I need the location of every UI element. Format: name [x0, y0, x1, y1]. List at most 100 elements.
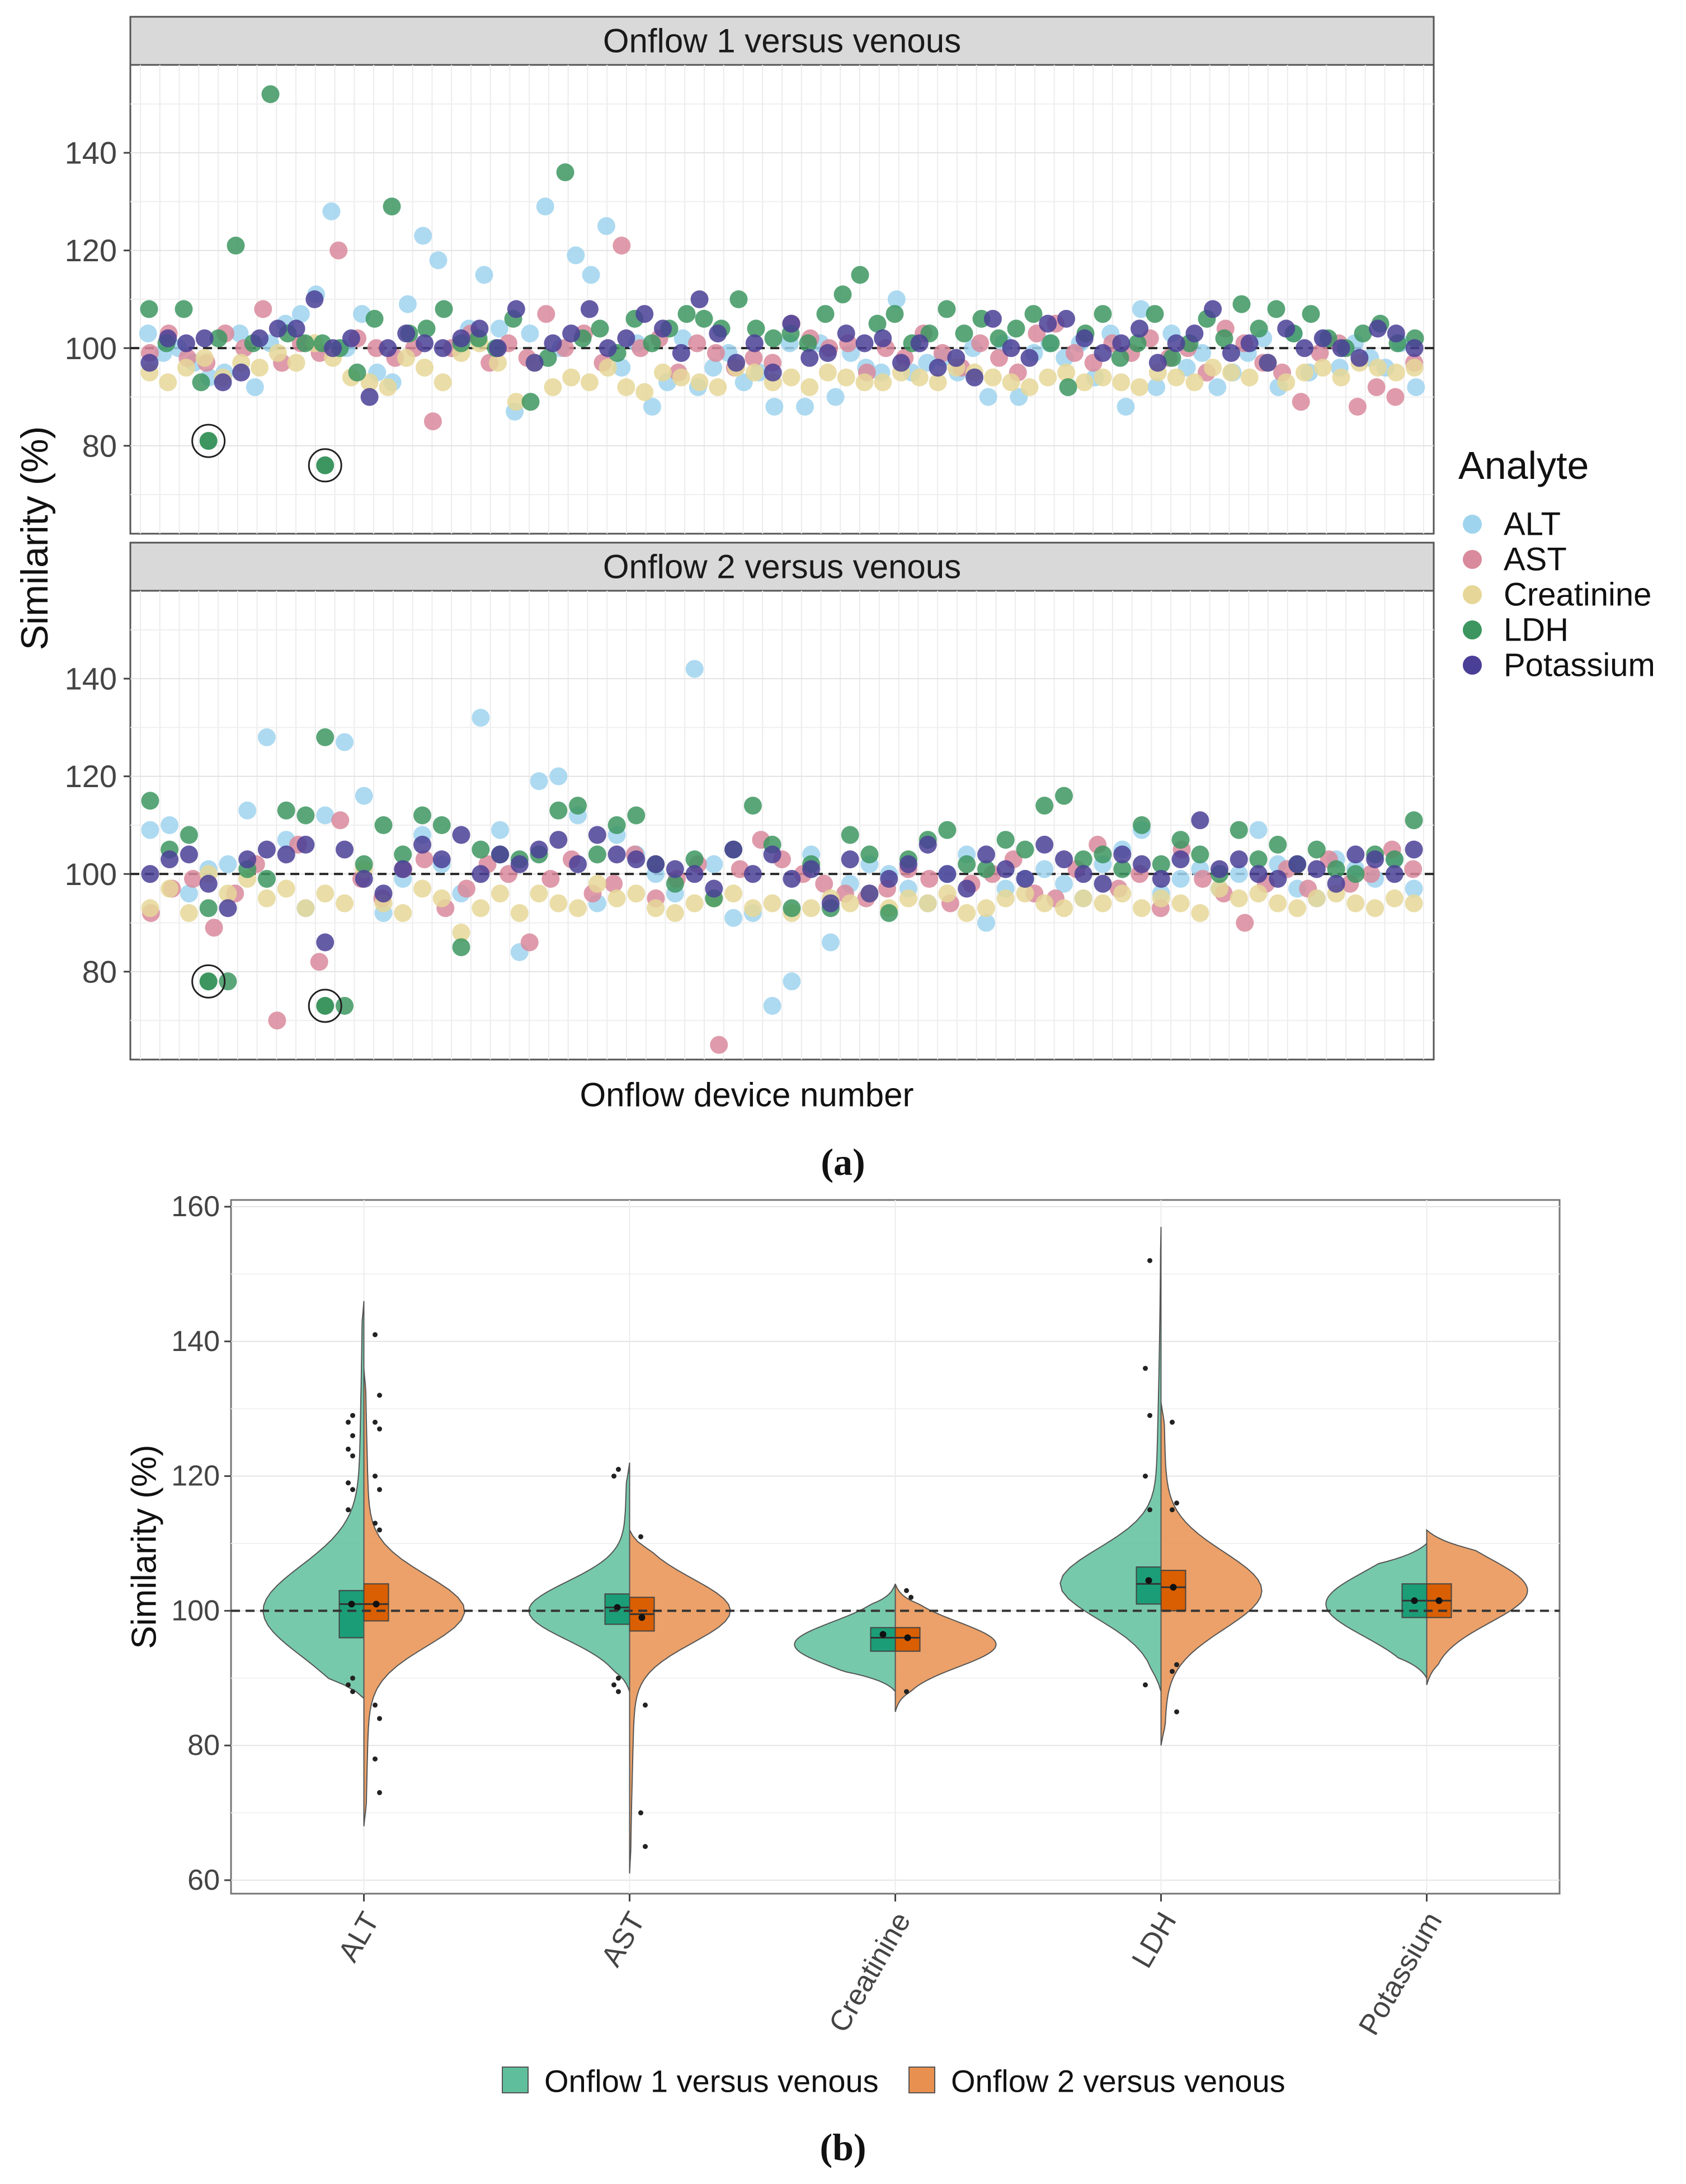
outlier-point	[616, 1467, 621, 1472]
point-creatinine	[599, 359, 617, 377]
y-tick-label: 120	[65, 233, 117, 268]
point-alt	[180, 884, 198, 903]
point-ldh	[417, 319, 436, 338]
mean-point	[1170, 1584, 1177, 1591]
point-ldh	[1111, 349, 1129, 367]
point-potassium	[627, 850, 646, 869]
outlier-point	[350, 1413, 355, 1418]
point-ldh	[1269, 835, 1287, 854]
point-ast	[1386, 388, 1405, 406]
point-potassium	[549, 831, 568, 849]
point-creatinine	[1385, 889, 1404, 907]
point-ldh	[1230, 821, 1248, 839]
point-ast	[707, 344, 725, 362]
outlier-point	[1170, 1419, 1175, 1425]
point-ast	[520, 933, 539, 952]
point-alt	[536, 197, 554, 216]
point-potassium	[1094, 874, 1112, 893]
point-creatinine	[763, 894, 781, 912]
point-alt	[257, 728, 276, 746]
point-ldh	[569, 797, 587, 815]
circled-point-ring	[308, 448, 342, 483]
point-ast	[423, 412, 442, 431]
point-creatinine	[1074, 889, 1092, 907]
violin-half-creatinine-onflow2	[894, 1583, 997, 1712]
point-potassium	[489, 339, 507, 357]
gridlines	[130, 591, 1434, 1060]
outlier-point	[908, 1594, 913, 1600]
point-potassium	[919, 835, 937, 854]
point-potassium	[1133, 855, 1151, 873]
point-potassium	[1385, 865, 1404, 883]
facet-onflow2: Onflow 2 versus venous 80 100 120 140	[65, 542, 1435, 1061]
point-alt	[246, 378, 264, 397]
point-ldh	[227, 237, 245, 255]
point-ldh	[140, 300, 158, 318]
point-creatinine	[745, 363, 764, 382]
point-ldh	[747, 319, 765, 338]
point-ast	[971, 334, 990, 352]
point-alt	[1407, 378, 1425, 397]
point-alt	[414, 227, 432, 245]
outlier-point	[1143, 1474, 1148, 1479]
point-ldh	[860, 845, 879, 864]
point-ast	[184, 870, 202, 888]
point-ldh	[472, 840, 490, 859]
point-potassium	[232, 363, 251, 382]
point-potassium	[1327, 874, 1345, 893]
point-potassium	[1152, 870, 1170, 888]
point-creatinine	[489, 354, 507, 372]
point-creatinine	[530, 884, 548, 903]
point-ldh	[394, 845, 412, 864]
point-potassium	[654, 319, 672, 338]
point-potassium	[821, 894, 840, 912]
panel-a: Onflow 1 versus venous 80 100 120 140 Onflo…	[13, 16, 1655, 1183]
point-alt	[1230, 865, 1248, 883]
point-creatinine	[219, 884, 237, 903]
point-ldh	[549, 801, 568, 820]
outlier-point	[377, 1426, 382, 1432]
point-potassium	[394, 860, 412, 878]
point-alt	[685, 660, 704, 678]
point-potassium	[177, 334, 195, 352]
point-ldh	[192, 373, 210, 392]
point-ldh	[1055, 787, 1073, 805]
point-potassium	[472, 865, 490, 883]
point-ast	[1362, 865, 1380, 883]
point-potassium	[1230, 850, 1248, 869]
point-ldh	[435, 300, 453, 318]
point-potassium	[672, 344, 690, 362]
point-ast	[1194, 870, 1212, 888]
point-ldh	[257, 870, 276, 888]
point-potassium	[452, 826, 470, 844]
point-ldh	[1405, 811, 1423, 830]
point-potassium	[397, 324, 416, 343]
point-alt	[979, 388, 997, 406]
point-ldh	[1354, 324, 1372, 343]
point-ldh	[990, 329, 1008, 347]
point-creatinine	[1288, 899, 1307, 917]
legend-swatch-ldh	[1463, 620, 1482, 639]
point-ldh	[627, 806, 646, 825]
point-ldh	[336, 997, 354, 1015]
point-ldh	[432, 816, 451, 834]
outlier-point	[643, 1844, 648, 1849]
point-potassium	[899, 855, 917, 873]
violin-half-potassium-onflow2	[1426, 1528, 1528, 1686]
point-ast	[605, 874, 623, 893]
point-creatinine	[1167, 368, 1185, 387]
point-creatinine	[1185, 373, 1204, 392]
point-potassium	[360, 388, 379, 406]
point-alt	[219, 855, 237, 873]
point-ast	[710, 1035, 728, 1054]
outlier-point	[377, 1527, 382, 1533]
point-potassium	[800, 349, 819, 367]
point-potassium	[507, 300, 525, 318]
point-alt	[521, 324, 539, 343]
legend-label-onflow2: Onflow 2 versus venous	[951, 2064, 1285, 2099]
point-creatinine	[617, 378, 635, 397]
violin-half-alt-onflow1	[262, 1301, 365, 1700]
point-ldh	[1163, 349, 1181, 367]
box-creatinine-onflow2	[894, 1627, 921, 1652]
point-creatinine	[1075, 373, 1094, 392]
